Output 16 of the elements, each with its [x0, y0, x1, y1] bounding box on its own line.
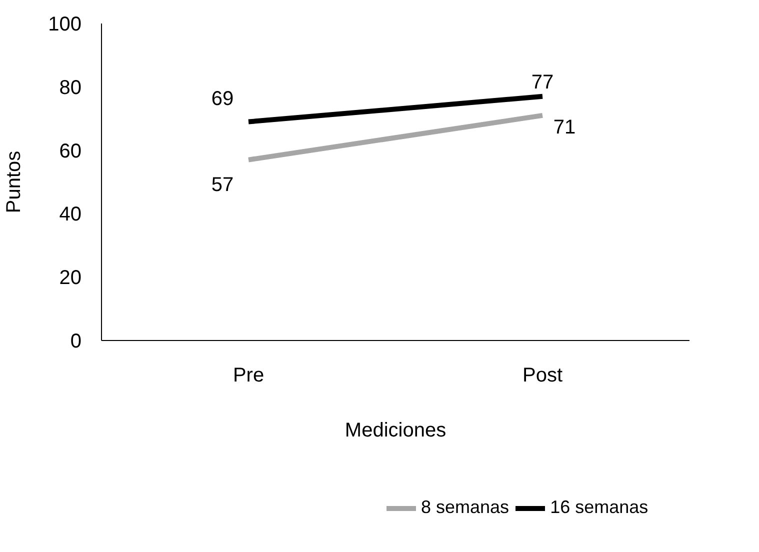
x-tick-label: Post	[522, 364, 563, 386]
y-tick-label: 100	[48, 14, 82, 36]
data-label: 69	[211, 88, 234, 110]
y-tick-label: 40	[59, 204, 82, 226]
y-tick-label: 80	[59, 76, 82, 99]
y-axis-title: Puntos	[3, 150, 26, 214]
x-axis-title: Mediciones	[344, 420, 446, 442]
y-tick-label: 60	[59, 140, 82, 162]
y-tick-label: 0	[70, 330, 82, 352]
data-label: 57	[211, 174, 234, 196]
data-label: 71	[553, 116, 576, 138]
legend-label: 16 semanas	[550, 497, 648, 518]
x-tick-label: Pre	[232, 364, 264, 386]
data-label: 77	[531, 71, 554, 94]
y-tick-label: 20	[59, 267, 82, 290]
legend-label: 8 semanas	[421, 497, 510, 518]
